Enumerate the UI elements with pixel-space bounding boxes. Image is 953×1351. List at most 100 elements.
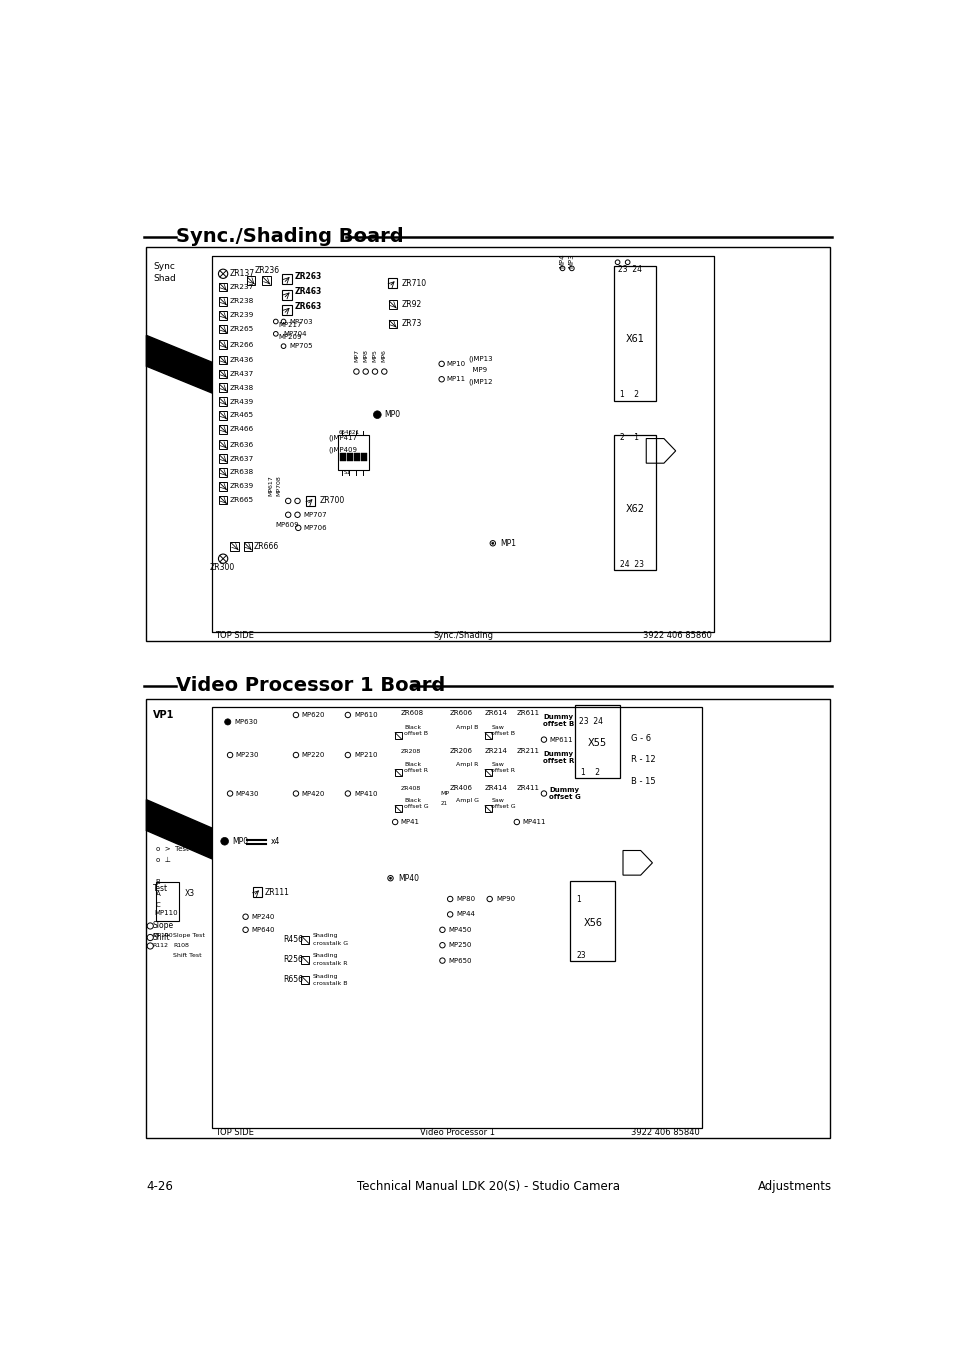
Bar xyxy=(218,454,227,463)
Text: MP411: MP411 xyxy=(521,819,545,825)
Text: Shift Test: Shift Test xyxy=(173,952,202,958)
Text: R656: R656 xyxy=(283,975,303,985)
Text: Ampl B: Ampl B xyxy=(456,725,478,730)
Text: Adjustments: Adjustments xyxy=(758,1179,831,1193)
Text: MP610: MP610 xyxy=(354,712,377,717)
Text: MP40: MP40 xyxy=(397,874,418,882)
Text: ZR265: ZR265 xyxy=(229,326,253,332)
Text: Slope: Slope xyxy=(152,921,173,931)
Text: C: C xyxy=(155,902,160,908)
Text: MP707: MP707 xyxy=(303,512,327,517)
Text: MP80: MP80 xyxy=(456,896,475,902)
Text: ZR611: ZR611 xyxy=(517,709,539,716)
Bar xyxy=(388,300,396,309)
Text: MP8: MP8 xyxy=(363,350,368,362)
Text: ZR263: ZR263 xyxy=(294,272,321,281)
Text: MP704: MP704 xyxy=(283,331,307,336)
Bar xyxy=(282,289,293,300)
Bar xyxy=(484,805,491,812)
Text: B - 15: B - 15 xyxy=(630,777,655,786)
Bar xyxy=(231,542,239,551)
Text: MP609: MP609 xyxy=(275,521,299,528)
Text: Slope Test: Slope Test xyxy=(173,934,205,939)
Text: MP0: MP0 xyxy=(384,411,400,419)
Bar xyxy=(340,453,346,461)
Bar xyxy=(388,320,396,328)
Text: MP44: MP44 xyxy=(456,912,475,917)
Text: MP0: MP0 xyxy=(233,836,249,846)
Text: MP217: MP217 xyxy=(278,322,301,327)
Text: MP230: MP230 xyxy=(235,753,258,758)
Text: ZR639: ZR639 xyxy=(229,484,253,489)
Bar xyxy=(247,277,255,285)
Text: Black
offset B: Black offset B xyxy=(404,725,428,736)
Polygon shape xyxy=(146,800,212,859)
Text: G - 6: G - 6 xyxy=(630,734,650,743)
Text: 3922 406 85860: 3922 406 85860 xyxy=(642,631,711,640)
Text: MP617: MP617 xyxy=(269,476,274,496)
Bar xyxy=(388,278,397,288)
Text: 3922 406 85840: 3922 406 85840 xyxy=(630,1128,699,1136)
Text: MP706: MP706 xyxy=(303,526,327,531)
Text: ZR636: ZR636 xyxy=(229,442,253,447)
Bar xyxy=(212,708,701,1128)
Text: ZR465: ZR465 xyxy=(229,412,253,419)
Text: Dummy
offset G: Dummy offset G xyxy=(549,788,580,800)
Text: Sync./Shading Board: Sync./Shading Board xyxy=(175,227,403,246)
Text: ZR700: ZR700 xyxy=(319,496,344,505)
Text: ZR665: ZR665 xyxy=(229,497,253,503)
Text: MP10: MP10 xyxy=(446,361,465,367)
Bar xyxy=(253,888,261,897)
Circle shape xyxy=(491,542,494,544)
Text: 1    2: 1 2 xyxy=(619,390,639,399)
Text: ZR437: ZR437 xyxy=(229,372,253,377)
Text: ZR208: ZR208 xyxy=(400,748,420,754)
Text: X61: X61 xyxy=(625,334,644,345)
Bar xyxy=(613,435,656,570)
Text: MP6: MP6 xyxy=(381,350,386,362)
Text: 2    1: 2 1 xyxy=(619,434,639,442)
Text: ZR266: ZR266 xyxy=(229,342,253,347)
Text: MP240: MP240 xyxy=(251,913,274,920)
Text: MP705: MP705 xyxy=(290,343,313,349)
Bar xyxy=(218,297,227,305)
Bar xyxy=(354,453,360,461)
Text: MP430: MP430 xyxy=(235,790,258,797)
Text: 654321: 654321 xyxy=(338,430,359,435)
Text: ZR606: ZR606 xyxy=(449,709,472,716)
Text: MP4: MP4 xyxy=(559,254,565,269)
Bar xyxy=(395,732,401,739)
Text: ZR408: ZR408 xyxy=(400,786,420,790)
Bar xyxy=(218,282,227,290)
Text: o  >  Test: o > Test xyxy=(155,846,189,852)
Text: Video Processor 1 Board: Video Processor 1 Board xyxy=(175,677,445,696)
Text: MP110: MP110 xyxy=(154,909,177,916)
Text: ZR438: ZR438 xyxy=(229,385,253,390)
Text: R456: R456 xyxy=(283,935,303,944)
Bar xyxy=(282,305,293,315)
Text: MP90: MP90 xyxy=(496,896,515,902)
Text: R256: R256 xyxy=(283,955,303,965)
Bar xyxy=(282,274,293,284)
Text: X3: X3 xyxy=(185,889,195,898)
Text: MP250: MP250 xyxy=(448,942,472,948)
Bar xyxy=(360,453,367,461)
Text: Shading: Shading xyxy=(313,974,338,978)
Text: ZR710: ZR710 xyxy=(402,278,427,288)
Bar xyxy=(218,440,227,449)
Text: 24  23: 24 23 xyxy=(619,559,643,569)
Bar xyxy=(218,496,227,504)
Text: B: B xyxy=(155,880,160,885)
Text: ZR463: ZR463 xyxy=(294,286,321,296)
Text: ()MP409: ()MP409 xyxy=(328,447,357,454)
Bar xyxy=(212,257,714,632)
Bar xyxy=(301,975,309,984)
Bar xyxy=(301,936,309,943)
Text: ZR73: ZR73 xyxy=(402,319,422,328)
Text: Video Processor 1: Video Processor 1 xyxy=(419,1128,495,1136)
Text: ZR237: ZR237 xyxy=(229,284,253,290)
Text: 23  24: 23 24 xyxy=(617,265,641,274)
Text: MP1: MP1 xyxy=(500,539,516,547)
Text: ZR436: ZR436 xyxy=(229,357,253,363)
Text: MP410: MP410 xyxy=(354,790,377,797)
